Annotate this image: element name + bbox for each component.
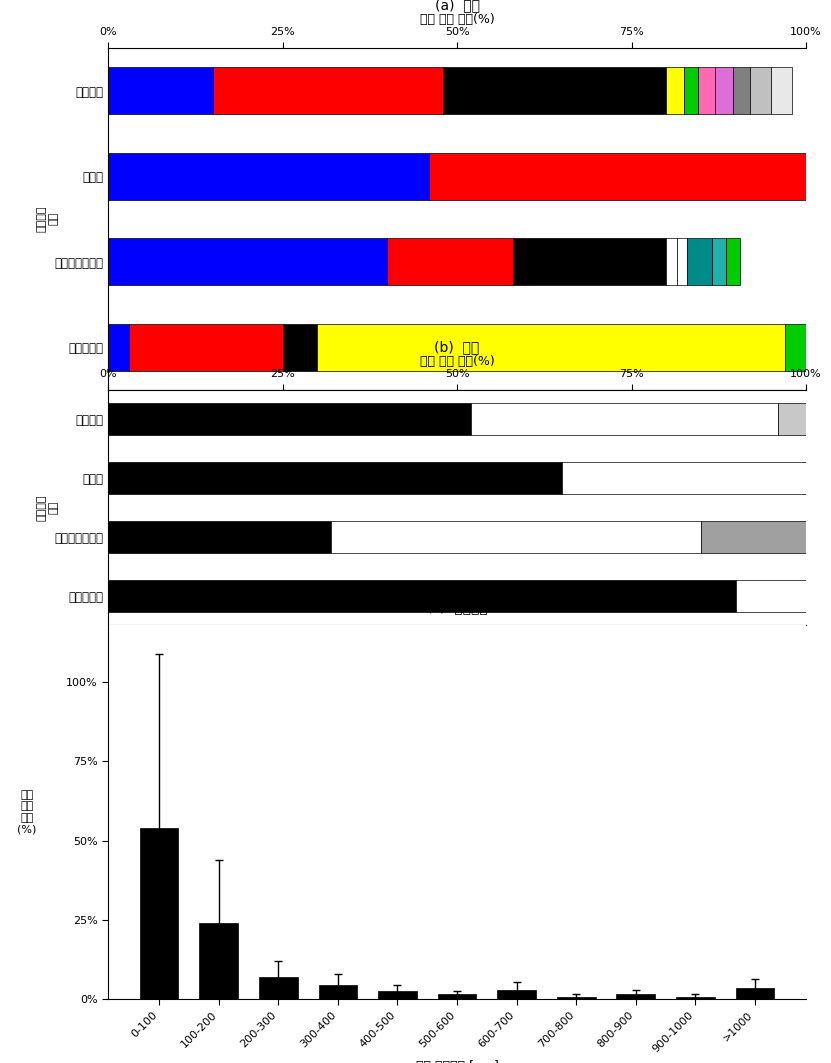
Bar xyxy=(677,238,687,285)
Bar xyxy=(318,985,357,999)
Bar xyxy=(497,990,536,999)
Bar xyxy=(438,995,476,999)
Bar xyxy=(429,153,806,200)
Bar xyxy=(108,462,562,494)
Bar xyxy=(387,238,513,285)
Bar xyxy=(140,828,179,999)
X-axis label: 재질 구성 비율(%): 재질 구성 비율(%) xyxy=(420,13,494,27)
Title: (a)  재질: (a) 재질 xyxy=(435,0,479,12)
Bar xyxy=(771,67,792,114)
Bar xyxy=(698,67,715,114)
Bar xyxy=(562,462,806,494)
Bar xyxy=(736,579,806,612)
Title: (c)  크기분포: (c) 크기분포 xyxy=(426,601,488,614)
Bar xyxy=(108,153,429,200)
Bar xyxy=(471,403,778,436)
Bar xyxy=(733,67,750,114)
Title: (b)  형태: (b) 형태 xyxy=(435,340,479,354)
Bar xyxy=(750,67,771,114)
Bar xyxy=(108,403,471,436)
Y-axis label: 분석대상
새우: 분석대상 새우 xyxy=(37,494,58,521)
Bar xyxy=(332,521,701,553)
Bar xyxy=(712,238,725,285)
Bar xyxy=(108,579,736,612)
Y-axis label: 분석대상
새우: 분석대상 새우 xyxy=(37,205,58,232)
Bar xyxy=(687,238,712,285)
Bar xyxy=(513,238,666,285)
Bar xyxy=(778,403,806,436)
Bar xyxy=(684,67,698,114)
Bar xyxy=(259,977,297,999)
Bar xyxy=(785,323,806,371)
Bar xyxy=(378,992,417,999)
X-axis label: 형태 구성 비율(%): 형태 구성 비율(%) xyxy=(420,355,494,368)
Bar xyxy=(701,521,806,553)
Bar xyxy=(108,521,332,553)
Bar xyxy=(129,323,283,371)
Bar xyxy=(317,323,785,371)
Legend: PP, PE, PET, PS, PVC, PE-PP copolymer, ABS, PU, Acrylic, Nylon, Epoxy Resin, EVA: PP, PE, PET, PS, PVC, PE-PP copolymer, A… xyxy=(112,411,509,456)
Bar xyxy=(715,67,733,114)
Y-axis label: 평균
크기
분포
(%): 평균 크기 분포 (%) xyxy=(17,790,37,834)
Bar xyxy=(725,238,740,285)
Bar xyxy=(213,67,443,114)
Bar xyxy=(735,989,774,999)
Bar xyxy=(443,67,666,114)
Bar xyxy=(666,67,684,114)
Bar xyxy=(108,67,213,114)
Bar xyxy=(108,238,387,285)
Bar xyxy=(676,997,715,999)
Bar xyxy=(283,323,317,371)
Bar xyxy=(557,997,596,999)
Bar xyxy=(199,923,238,999)
Bar xyxy=(617,995,655,999)
Bar xyxy=(108,323,129,371)
X-axis label: 평균 검출크기 [μm]: 평균 검출크기 [μm] xyxy=(416,1060,499,1063)
Bar xyxy=(666,238,677,285)
Legend: Fragment, Fiber, Sheet, Speherule: Fragment, Fiber, Sheet, Speherule xyxy=(114,654,372,664)
